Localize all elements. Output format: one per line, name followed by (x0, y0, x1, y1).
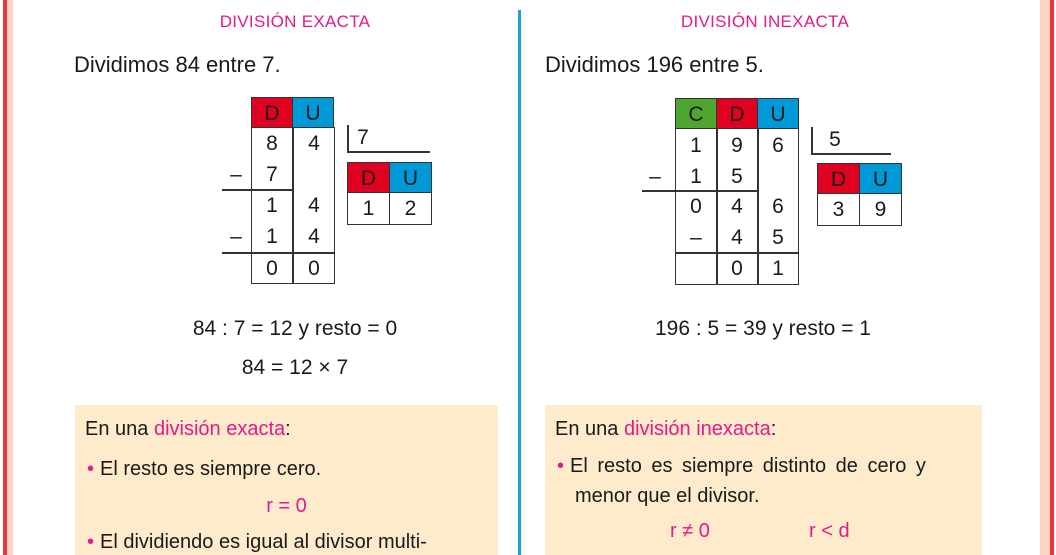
digit: 8 (266, 132, 278, 155)
header-decenas: D (251, 97, 293, 128)
bullet-icon: • (87, 531, 95, 553)
note-formula: r = 0 (266, 495, 307, 517)
subtraction-line (675, 252, 799, 254)
bullet-text: El resto es siempre cero. (100, 458, 322, 480)
quotient-header-decenas: D (817, 163, 860, 194)
column-separator (757, 128, 759, 285)
header-decenas: D (716, 98, 758, 129)
right-intro: Dividimos 196 entre 5. (545, 52, 764, 77)
digit: 1 (266, 194, 278, 217)
note-suffix: : (285, 418, 291, 440)
header-unidades: U (292, 97, 334, 128)
left-equation-check: 84 = 12 × 7 (241, 356, 349, 379)
note-suffix: : (770, 418, 777, 440)
digit: 1 (690, 165, 702, 188)
right-border (1050, 0, 1054, 555)
note-bullet: • El resto es siempre cero. (87, 458, 321, 481)
right-equation: 196 : 5 = 39 y resto = 1 (655, 317, 871, 340)
bullet-icon: • (557, 455, 565, 477)
note-formula: r ≠ 0 (670, 520, 710, 542)
left-border (3, 0, 7, 555)
digit: 4 (308, 132, 320, 155)
left-title: DIVISIÓN EXACTA (219, 12, 371, 31)
quotient-header-unidades: U (859, 163, 902, 194)
note-prefix: En una (555, 418, 624, 440)
digit: 4 (731, 226, 743, 249)
note-bullet: • El dividiendo es igual al divisor multi… (87, 531, 427, 554)
note-formula: r < d (809, 520, 850, 542)
left-note-box: En una división exacta: • El resto es sie… (75, 405, 498, 555)
digit: 6 (772, 195, 784, 218)
divisor-bracket (347, 151, 430, 153)
subtraction-line (222, 189, 293, 191)
divisor: 5 (829, 128, 841, 151)
digit: 9 (731, 134, 743, 157)
quotient-header-decenas: D (347, 162, 390, 193)
quotient-header-unidades: U (389, 162, 432, 193)
minus-sign: – (690, 226, 702, 249)
column-separator (292, 127, 294, 284)
minus-sign: – (230, 225, 242, 248)
header-centenas: C (675, 98, 717, 129)
subtraction-line (222, 252, 335, 254)
remainder-digit: 0 (266, 257, 278, 280)
digit: 4 (308, 194, 320, 217)
digit: 0 (690, 195, 702, 218)
divisor-bracket (347, 125, 349, 153)
divisor: 7 (357, 126, 369, 149)
quotient-digit: 2 (389, 192, 432, 225)
digit: 4 (731, 195, 743, 218)
digit: 6 (772, 134, 784, 157)
note-bullet: • El resto es siempre distinto de cero y (557, 455, 926, 478)
subtraction-line (642, 190, 757, 192)
bullet-text-continued: menor que el divisor. (575, 485, 760, 507)
digit: 4 (308, 225, 320, 248)
left-intro: Dividimos 84 entre 7. (74, 52, 281, 77)
right-title: DIVISIÓN INEXACTA (680, 12, 850, 31)
note-prefix: En una (85, 418, 154, 440)
left-equation: 84 : 7 = 12 y resto = 0 (192, 317, 398, 340)
note-heading: En una división inexacta: (555, 418, 776, 441)
note-heading: En una división exacta: (85, 418, 291, 441)
quotient-digit: 1 (347, 192, 390, 225)
quotient-digit: 9 (859, 193, 902, 226)
quotient-digit: 3 (817, 193, 860, 226)
divisor-bracket (811, 153, 891, 155)
right-note-box: En una división inexacta: • El resto es s… (545, 405, 982, 555)
dividend-grid (675, 128, 799, 285)
digit: 7 (266, 163, 278, 186)
note-term: división exacta (153, 418, 286, 440)
divisor-bracket (811, 127, 813, 155)
header-unidades: U (757, 98, 799, 129)
remainder-digit: 1 (772, 257, 784, 280)
remainder-digit: 0 (731, 257, 743, 280)
note-term: división inexacta (623, 418, 771, 440)
digit: 1 (690, 134, 702, 157)
center-divider (518, 10, 521, 555)
bullet-icon: • (87, 458, 95, 480)
remainder-digit: 0 (308, 257, 320, 280)
digit: 5 (772, 226, 784, 249)
digit: 1 (266, 225, 278, 248)
minus-sign: – (230, 163, 242, 186)
minus-sign: – (649, 165, 661, 188)
digit: 5 (731, 165, 743, 188)
right-border-strip (1040, 0, 1050, 555)
bullet-text: El dividiendo es igual al divisor multi- (100, 531, 427, 553)
bullet-text: El resto es siempre distinto de cero y (570, 455, 926, 477)
column-separator (716, 128, 718, 285)
left-border-strip (7, 0, 13, 555)
